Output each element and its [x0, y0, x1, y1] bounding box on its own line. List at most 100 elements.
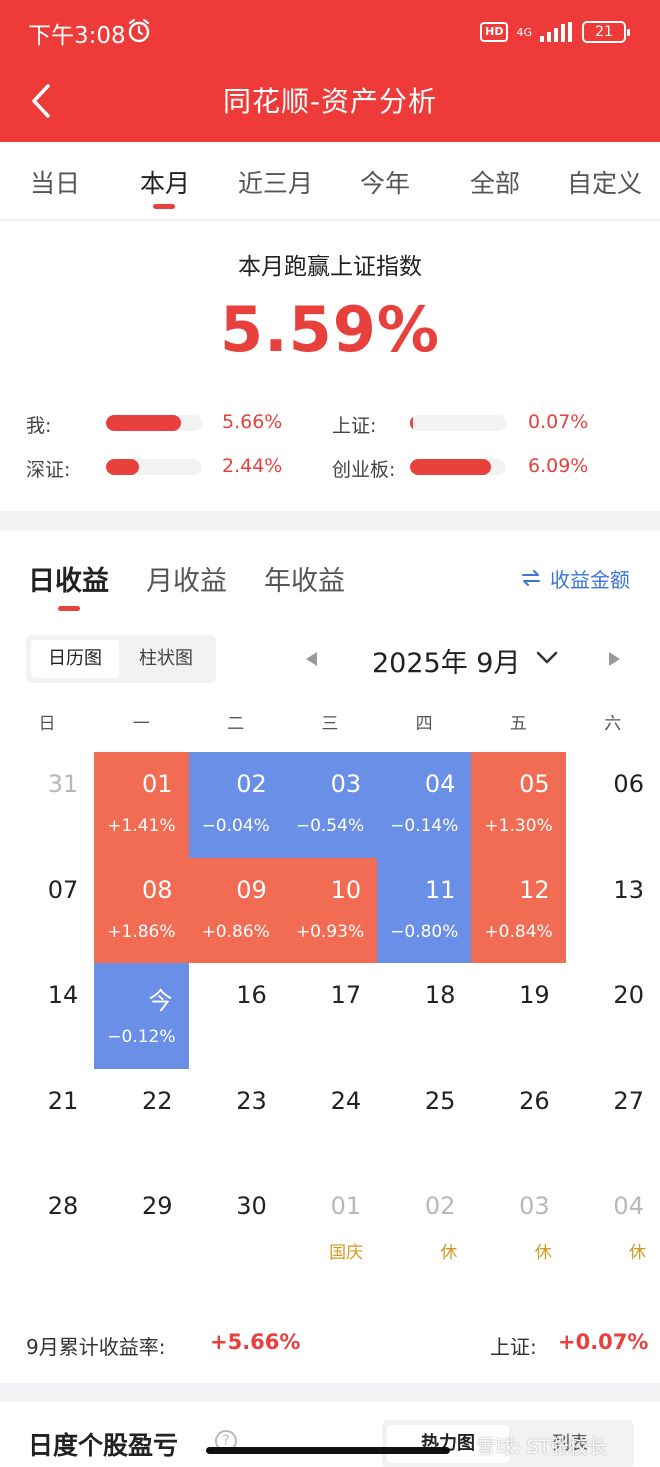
day-number: 19 — [519, 981, 550, 1009]
compare-bar-me — [106, 415, 202, 431]
day-number: 13 — [613, 875, 644, 904]
view-toggle: 日历图 柱状图 — [26, 635, 216, 683]
day-number: 14 — [47, 981, 79, 1009]
calendar-day[interactable]: 04 −0.14% — [377, 752, 472, 858]
calendar-day[interactable]: 01 国庆 — [283, 1174, 377, 1280]
calendar-day[interactable]: 30 — [189, 1174, 283, 1280]
calendar-day[interactable]: 20 — [566, 963, 660, 1069]
calendar-day[interactable]: 27 — [566, 1069, 660, 1175]
alarm-icon — [128, 18, 150, 43]
day-number: 24 — [330, 1086, 362, 1115]
weekday-label: 六 — [604, 714, 622, 734]
outperform-value: 5.59% — [219, 293, 441, 366]
day-number: 02 — [236, 770, 267, 798]
next-month-icon[interactable] — [608, 651, 622, 667]
weekday-label: 二 — [227, 714, 245, 734]
compare-label-sz: 深证: — [26, 459, 71, 481]
calendar-day[interactable]: 16 — [189, 963, 283, 1069]
app-header: 下午3:08 HD 4G 21 同花顺-资产分析 — [0, 0, 660, 142]
month-selector[interactable]: 2025年 9月 — [372, 648, 521, 679]
stock-pnl-title: 日度个股盈亏 — [28, 1431, 179, 1460]
list-view-button[interactable]: 列表 — [552, 1433, 588, 1454]
compare-label-cyb: 创业板: — [332, 459, 396, 481]
battery-icon: 21 — [582, 21, 630, 43]
watermark: 雪球: ST张校长 — [476, 1436, 608, 1458]
holiday-tag: 国庆 — [329, 1243, 364, 1263]
page-title: 同花顺-资产分析 — [222, 85, 438, 118]
tab-this-year[interactable]: 今年 — [360, 169, 411, 198]
calendar-day[interactable]: 17 — [283, 963, 377, 1069]
weekday-label: 五 — [509, 714, 527, 734]
home-indicator[interactable] — [206, 1447, 450, 1454]
calendar-day[interactable]: 19 — [471, 963, 565, 1069]
tab-monthly-return[interactable]: 月收益 — [146, 566, 227, 597]
stock-pnl-card: 日度个股盈亏 ? 热力图 列表 — [0, 1402, 660, 1467]
tab-yearly-return[interactable]: 年收益 — [264, 566, 345, 597]
day-number: 03 — [519, 1192, 550, 1220]
weekday-label: 四 — [415, 714, 433, 734]
holiday-tag: 休 — [628, 1243, 646, 1263]
chevron-down-icon[interactable] — [536, 651, 558, 665]
day-return: +1.30% — [484, 816, 553, 836]
amount-switch-button[interactable]: 收益金额 — [550, 568, 630, 592]
calendar-day[interactable]: 06 — [566, 752, 660, 858]
day-number: 02 — [424, 1192, 456, 1220]
calendar-day[interactable]: 23 — [189, 1069, 283, 1175]
calendar-day[interactable]: 01 +1.41% — [94, 752, 189, 858]
calendar-day[interactable]: 28 — [0, 1174, 94, 1280]
day-number: 09 — [236, 875, 267, 904]
index-label: 上证: — [490, 1335, 537, 1359]
calendar-day[interactable]: 08 +1.86% — [94, 857, 189, 963]
weekday-label: 日 — [38, 714, 56, 734]
calendar-day[interactable]: 12 +0.84% — [471, 857, 566, 963]
calendar-day[interactable]: 13 — [566, 858, 660, 964]
bar-view-button[interactable]: 柱状图 — [139, 648, 193, 669]
calendar-day[interactable]: 22 — [94, 1069, 188, 1175]
calendar-day[interactable]: 11 −0.80% — [377, 857, 472, 963]
summary-card: 本月跑赢上证指数 5.59% 我: 5.66% 上证: 0.07% 深证: 2.… — [0, 221, 660, 511]
day-number: 08 — [142, 875, 173, 904]
tab-today[interactable]: 当日 — [30, 169, 81, 198]
network-type: 4G — [516, 25, 532, 39]
weekday-label: 三 — [321, 714, 339, 734]
calendar-day[interactable]: 24 — [283, 1069, 377, 1175]
calendar-day[interactable]: 02 休 — [377, 1174, 471, 1280]
compare-value-me: 5.66% — [222, 411, 283, 433]
calendar-day[interactable]: 02 −0.04% — [188, 752, 283, 858]
calendar-day[interactable]: 31 — [0, 752, 94, 858]
calendar-day[interactable]: 29 — [94, 1174, 188, 1280]
day-number: 28 — [47, 1192, 79, 1220]
day-number: 26 — [519, 1086, 550, 1115]
swap-icon[interactable] — [520, 567, 542, 589]
calendar-day[interactable]: 18 — [377, 963, 471, 1069]
calendar-grid: 31 01 +1.41% 02 −0.04% 03 −0.54% 04 −0.14% 05 +1.3… — [0, 752, 660, 1282]
calendar-day[interactable]: 25 — [377, 1069, 471, 1175]
holiday-tag: 休 — [440, 1243, 458, 1263]
back-arrow-icon[interactable] — [26, 82, 56, 120]
calendar-view-button[interactable]: 日历图 — [31, 640, 119, 678]
day-number: 06 — [613, 770, 644, 798]
tab-custom[interactable]: 自定义 — [567, 169, 643, 198]
day-number: 25 — [424, 1086, 456, 1115]
returns-card: 日收益 月收益 年收益 收益金额 日历图 柱状图 2025年 9月 日 一 二 三 四 五… — [0, 531, 660, 1383]
calendar-day[interactable]: 09 +0.86% — [188, 857, 283, 963]
signal-icon — [540, 22, 572, 42]
calendar-day[interactable]: 26 — [471, 1069, 565, 1175]
calendar-day[interactable]: 14 — [0, 963, 94, 1069]
tab-daily-return[interactable]: 日收益 — [28, 566, 109, 597]
tab-this-month[interactable]: 本月 — [140, 169, 191, 198]
day-return: +0.93% — [295, 921, 365, 942]
calendar-day[interactable]: 03 −0.54% — [282, 752, 378, 858]
calendar-day[interactable]: 04 休 — [566, 1174, 660, 1280]
calendar-day[interactable]: 10 +0.93% — [282, 857, 378, 963]
calendar-day[interactable]: 05 +1.30% — [471, 752, 566, 858]
calendar-day[interactable]: 07 — [0, 858, 94, 964]
tab-three-months[interactable]: 近三月 — [238, 169, 314, 198]
summary-heading: 本月跑赢上证指数 — [238, 254, 422, 280]
calendar-day[interactable]: 21 — [0, 1069, 94, 1175]
day-number: 01 — [330, 1192, 362, 1220]
tab-all[interactable]: 全部 — [470, 169, 521, 198]
calendar-day[interactable]: 03 休 — [471, 1174, 565, 1280]
prev-month-icon[interactable] — [304, 651, 318, 667]
calendar-day[interactable]: 今 −0.12% — [94, 963, 189, 1069]
